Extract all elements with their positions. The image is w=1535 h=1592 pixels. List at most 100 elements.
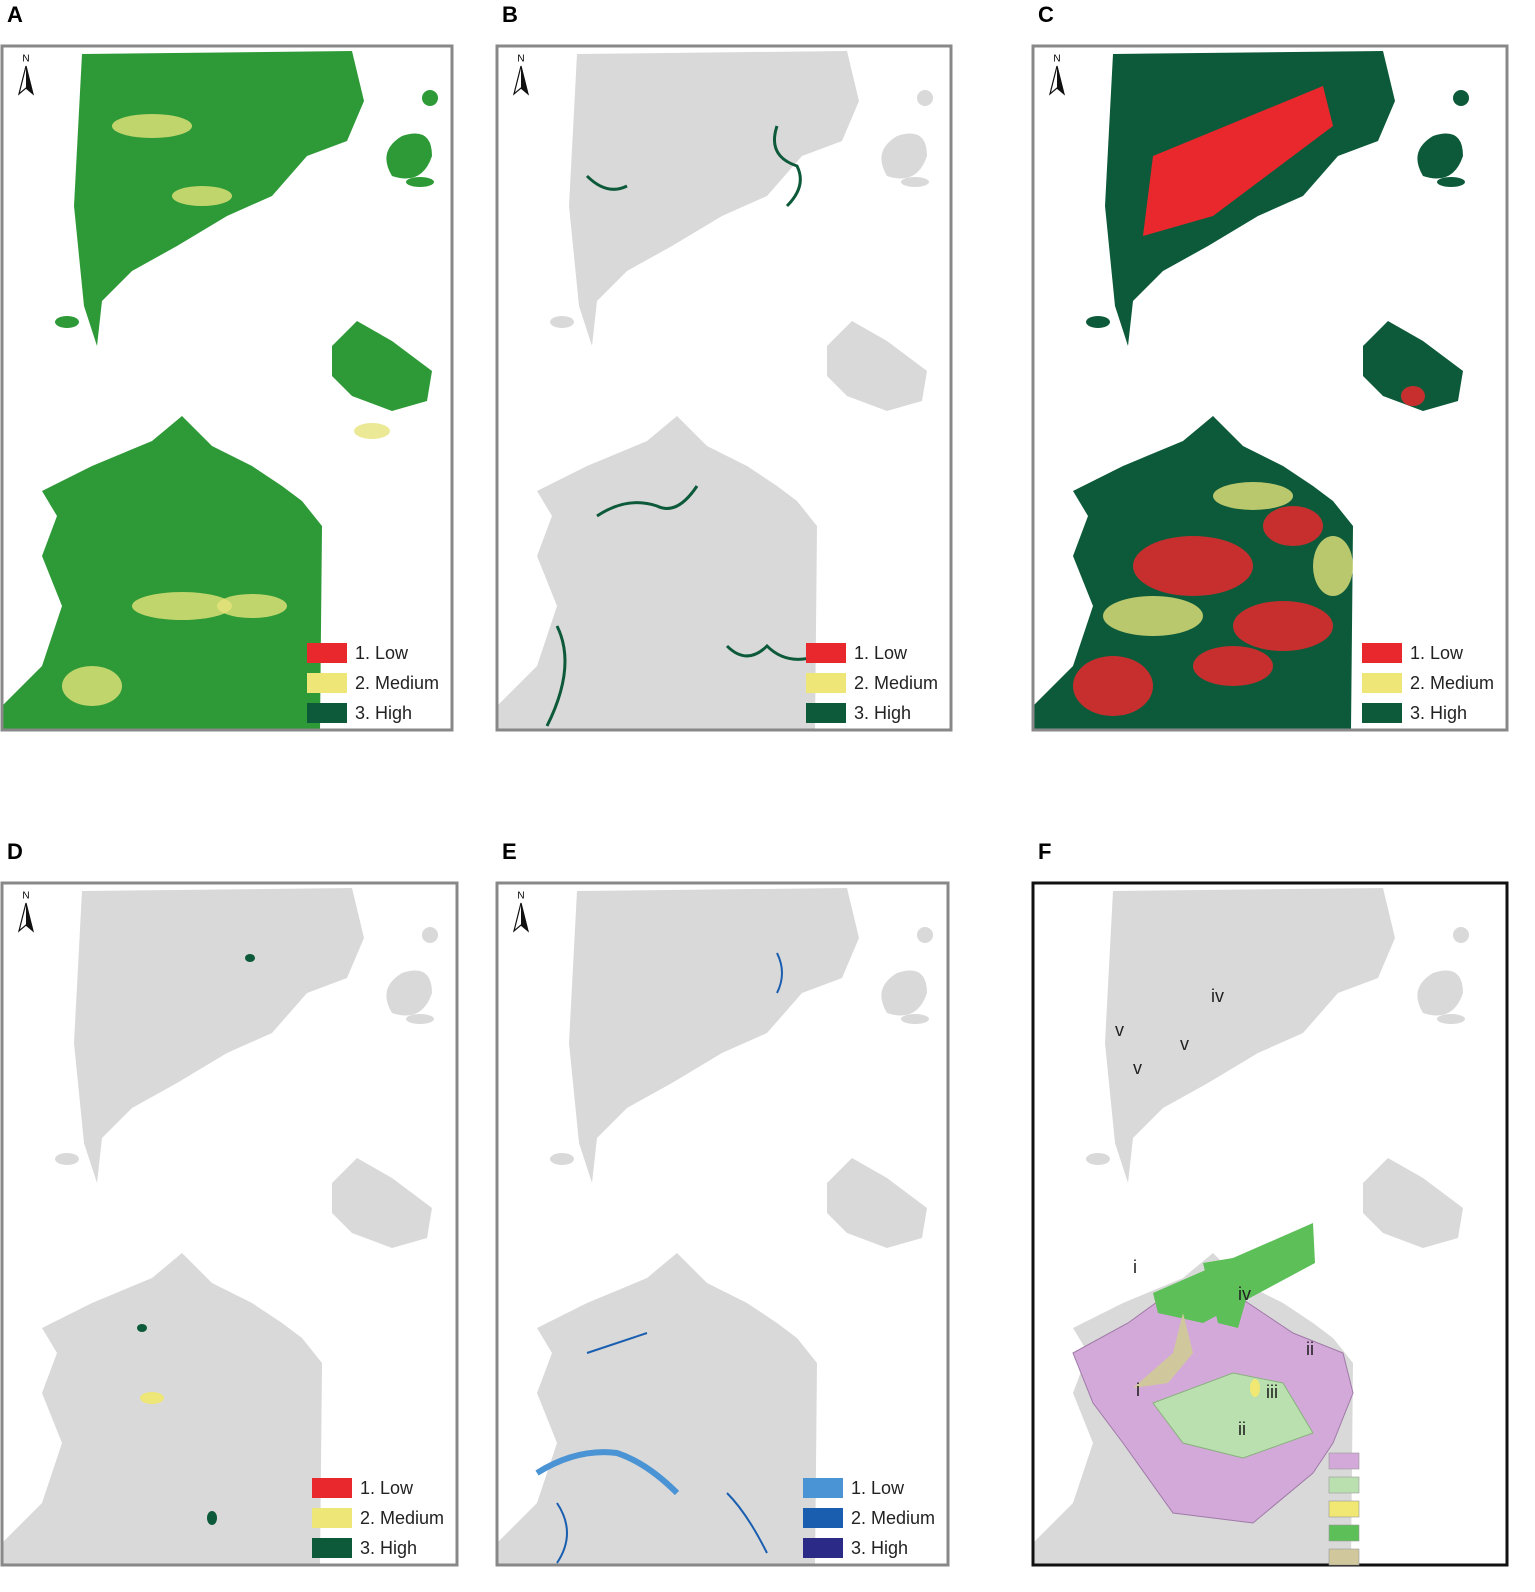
- map-content: [2, 51, 438, 730]
- river: [585, 174, 628, 191]
- patch: [137, 1324, 147, 1332]
- river: [586, 1332, 648, 1354]
- patch: [245, 954, 255, 962]
- map-content: [1033, 51, 1469, 730]
- map-frame: [1031, 881, 1509, 1567]
- panel-label: D: [7, 839, 23, 864]
- patch: [207, 1511, 217, 1525]
- legend-swatch: [803, 1538, 843, 1558]
- north-label: N: [22, 891, 29, 902]
- legend-label: 3. High: [854, 703, 911, 723]
- legend-swatch: [806, 673, 846, 693]
- legend-label: 3. High: [355, 703, 412, 723]
- land: [497, 888, 933, 1565]
- north-arrow-half: [521, 66, 528, 94]
- legend-swatch: [806, 643, 846, 663]
- legend-swatch: [307, 643, 347, 663]
- low-patch: [1073, 656, 1153, 716]
- legend-label: 1. Low: [851, 1478, 905, 1498]
- medium-patch: [132, 592, 232, 620]
- zone-label: iv: [1238, 1284, 1251, 1304]
- legend-swatch: [1328, 1548, 1360, 1566]
- map-content: [1033, 888, 1469, 1565]
- zone-label: v: [1180, 1034, 1189, 1054]
- panel-label: A: [7, 2, 23, 27]
- north-arrow-half: [521, 903, 528, 931]
- zone-label: i: [1136, 1380, 1140, 1400]
- legend-label: 2. Medium: [854, 673, 938, 693]
- zone-label: iii: [1266, 1382, 1278, 1402]
- medium-patch: [62, 666, 122, 706]
- river: [535, 1449, 680, 1496]
- land: [2, 888, 438, 1565]
- low-patch: [1143, 86, 1333, 236]
- legend-swatch: [1362, 703, 1402, 723]
- map-content: [497, 51, 933, 730]
- river: [545, 625, 567, 727]
- medium-patch: [1313, 536, 1353, 596]
- map-panel: N 1. Low 2. Medium 3. High: [0, 44, 454, 732]
- north-label: N: [22, 54, 29, 65]
- zone-label: iv: [1211, 986, 1224, 1006]
- legend-swatch: [307, 703, 347, 723]
- zone-label: v: [1115, 1020, 1124, 1040]
- north-arrow-half: [1057, 66, 1064, 94]
- legend-swatch: [806, 703, 846, 723]
- low-patch: [1401, 386, 1425, 406]
- legend-swatch: [1328, 1452, 1360, 1470]
- low-patch: [1263, 506, 1323, 546]
- patch: [140, 1392, 164, 1404]
- river: [556, 1502, 568, 1564]
- map-frame: [1031, 44, 1509, 732]
- river: [776, 952, 783, 994]
- legend-swatch: [1362, 673, 1402, 693]
- zone-ii: [1152, 1372, 1314, 1459]
- medium-patch: [112, 114, 192, 138]
- north-arrow-half: [26, 903, 33, 931]
- land: [2, 51, 438, 730]
- legend-swatch: [1362, 643, 1402, 663]
- map-content: [497, 888, 933, 1565]
- map-frame: [495, 881, 950, 1567]
- zone-v: [1133, 1313, 1193, 1388]
- map-panel: N 1. Low 2. Medium 3. High: [1031, 44, 1509, 732]
- legend-swatch: [1328, 1476, 1360, 1494]
- legend-swatch: [307, 673, 347, 693]
- zone-label: v: [1133, 1058, 1142, 1078]
- legend-swatch: [312, 1538, 352, 1558]
- low-patch: [1133, 536, 1253, 596]
- panel-label: E: [502, 839, 517, 864]
- legend-swatch: [803, 1478, 843, 1498]
- panel-label: B: [502, 2, 518, 27]
- legend-label: 2. Medium: [1410, 673, 1494, 693]
- zone-iv: [1203, 1258, 1248, 1328]
- zone-label: i: [1133, 1257, 1137, 1277]
- medium-patch: [1103, 596, 1203, 636]
- map-frame: [495, 44, 953, 732]
- zone-iii: [1250, 1379, 1260, 1397]
- map-panel: N 1. Low 2. Medium 3. High: [495, 881, 950, 1567]
- legend-label: 1. Low: [355, 643, 409, 663]
- legend-label: 2. Medium: [851, 1508, 935, 1528]
- map-content: [2, 888, 438, 1565]
- panel-label: C: [1038, 2, 1054, 27]
- legend-label: 3. High: [360, 1538, 417, 1558]
- map-panel: N 1. Low 2. Medium 3. High: [0, 881, 459, 1567]
- legend-label: 3. High: [851, 1538, 908, 1558]
- legend-label: 1. Low: [360, 1478, 414, 1498]
- zone-label: ii: [1306, 1339, 1314, 1359]
- low-patch: [1233, 601, 1333, 651]
- panel-label: F: [1038, 839, 1051, 864]
- north-label: N: [517, 54, 524, 65]
- river: [726, 1492, 768, 1554]
- north-label: N: [517, 891, 524, 902]
- medium-patch: [217, 594, 287, 618]
- land: [497, 51, 933, 730]
- north-arrow-half: [26, 66, 33, 94]
- legend-label: 1. Low: [1410, 643, 1464, 663]
- north-label: N: [1053, 54, 1060, 65]
- medium-patch: [172, 186, 232, 206]
- medium-patch: [1213, 482, 1293, 510]
